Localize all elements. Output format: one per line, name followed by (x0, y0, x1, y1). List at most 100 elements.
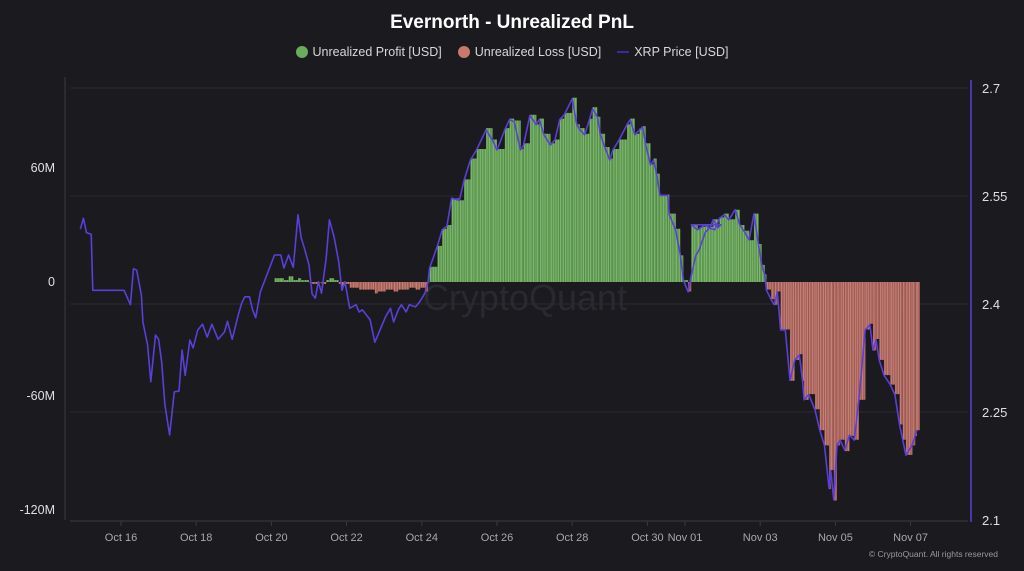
profit-bar (509, 118, 515, 282)
profit-bar (304, 280, 309, 282)
profit-bar (592, 107, 598, 282)
profit-bar (301, 280, 305, 282)
profit-bar (514, 120, 521, 282)
loss-bar (865, 282, 870, 330)
loss-bar (899, 282, 903, 425)
profit-bar (683, 280, 689, 282)
profit-bar (605, 147, 610, 282)
profit-bar (639, 128, 643, 282)
x-tick-label: Oct 16 (105, 532, 137, 544)
profit-bar (580, 128, 585, 282)
chart-title: Evernorth - Unrealized PnL (390, 12, 634, 33)
profit-bar (650, 164, 654, 282)
loss-bar (777, 282, 781, 292)
loss-bar (398, 282, 402, 290)
profit-bar (642, 126, 646, 282)
loss-bar (409, 282, 416, 288)
profit-bar (645, 143, 651, 282)
loss-bar (879, 282, 884, 360)
profit-bar (705, 225, 709, 282)
profit-bar (429, 266, 438, 282)
loss-bar (836, 282, 841, 446)
profit-bar (470, 158, 477, 282)
profit-bar (753, 213, 759, 282)
right-tick-label: 2.25 (982, 405, 1007, 420)
loss-bar (916, 282, 920, 431)
profit-bar (739, 225, 745, 282)
price-swatch-icon (617, 51, 630, 53)
loss-bar (894, 282, 900, 395)
left-tick-label: 0 (48, 275, 55, 289)
profit-bar (280, 278, 284, 282)
loss-bar (420, 282, 425, 288)
profit-bar (318, 282, 322, 283)
right-tick-label: 2.1 (982, 513, 1000, 528)
x-tick-label: Nov 03 (743, 532, 778, 544)
loss-bar (356, 282, 360, 288)
loss-bar (406, 282, 410, 290)
profit-bar (656, 173, 660, 282)
profit-bar (334, 280, 339, 282)
loss-bar (374, 282, 378, 294)
profit-bar (589, 118, 593, 282)
loss-bar (883, 282, 891, 376)
x-tick-label: Nov 01 (668, 532, 703, 544)
x-tick-label: Oct 24 (406, 532, 438, 544)
profit-bar (293, 280, 299, 282)
profit-bar (653, 158, 657, 282)
profit-bar (564, 112, 573, 283)
profit-bar (544, 133, 551, 282)
profit-bar (609, 158, 613, 282)
loss-bar (345, 282, 350, 284)
loss-bar (854, 282, 859, 440)
profit-bar (758, 244, 762, 282)
loss-bar (876, 282, 880, 339)
profit-bar (612, 149, 620, 282)
watermark: CryptoQuant (423, 277, 627, 318)
legend-item-loss[interactable]: Unrealized Loss [USD] (457, 45, 601, 59)
left-tick-label: -60M (27, 389, 55, 403)
profit-bar (492, 139, 497, 282)
right-tick-label: 2.4 (982, 297, 1000, 312)
loss-bar (794, 282, 800, 360)
profit-bar (283, 280, 289, 282)
profit-bar (554, 139, 560, 282)
x-tick-label: Oct 22 (330, 532, 362, 544)
profit-bar (576, 124, 581, 282)
legend-item-profit[interactable]: Unrealized Profit [USD] (295, 45, 442, 59)
loss-bar (415, 282, 421, 290)
loss-bar (815, 282, 820, 410)
loss-bar (785, 282, 790, 330)
profit-bar (761, 264, 765, 282)
loss-bar (890, 282, 895, 385)
loss-bar (833, 282, 837, 501)
x-tick-label: Oct 28 (556, 532, 588, 544)
loss-swatch-icon (457, 46, 470, 58)
loss-bar (789, 282, 795, 381)
right-tick-label: 2.55 (982, 189, 1007, 204)
loss-bar (401, 282, 407, 290)
loss-bar (766, 282, 772, 290)
profit-bar (630, 118, 635, 282)
profit-swatch-icon (295, 46, 308, 58)
loss-bar (799, 282, 803, 355)
profit-bar (735, 209, 740, 282)
profit-bar (523, 143, 530, 282)
loss-bar (312, 282, 316, 284)
loss-bar (349, 282, 356, 288)
profit-bar (550, 143, 555, 282)
profit-bar (659, 194, 668, 282)
loss-bar (873, 282, 877, 351)
loss-bar (819, 282, 825, 431)
profit-bar (539, 118, 544, 282)
loss-bar (840, 282, 845, 440)
profit-bar (288, 276, 294, 282)
profit-bar (572, 97, 577, 282)
loss-bar (849, 282, 855, 436)
loss-bar (385, 282, 391, 290)
profit-bar (584, 133, 590, 282)
profit-bar (520, 149, 524, 282)
profit-bar (428, 282, 430, 283)
legend-item-price[interactable]: XRP Price [USD] (617, 45, 728, 59)
